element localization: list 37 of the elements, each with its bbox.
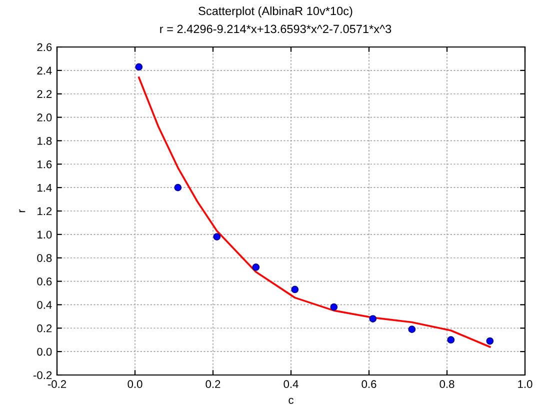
point xyxy=(486,337,494,345)
point xyxy=(447,336,455,344)
y-tick-label: 1.8 xyxy=(38,136,52,145)
x-tick-label: 0.2 xyxy=(206,380,220,388)
point xyxy=(135,63,143,71)
y-tick-label: 0.4 xyxy=(37,300,52,309)
point xyxy=(252,264,260,271)
y-axis-title: r xyxy=(19,209,26,212)
point xyxy=(330,303,338,311)
y-tick-label: 1.2 xyxy=(38,207,52,216)
x-tick-label: 0.8 xyxy=(440,380,454,388)
x-tick-label: -0.2 xyxy=(48,380,66,388)
x-tick-label: 0.0 xyxy=(128,380,142,388)
point xyxy=(291,286,299,294)
y-tick-label: 0.8 xyxy=(37,254,52,262)
y-tick-label: 1.6 xyxy=(38,160,52,168)
y-tick-label: 1.4 xyxy=(38,184,52,192)
y-tick-label: -0.2 xyxy=(33,371,52,380)
x-axis-title: c xyxy=(288,398,294,404)
point xyxy=(408,326,416,333)
y-tick-label: 0.0 xyxy=(37,348,52,356)
chart-title: Scatterplot (AlbinaR 10v*10c) xyxy=(198,6,352,18)
y-tick-label: 2.4 xyxy=(37,66,52,74)
y-tick-label: 0.2 xyxy=(37,324,52,332)
point xyxy=(174,184,182,192)
y-tick-label: 0.6 xyxy=(37,278,52,286)
point xyxy=(369,315,377,322)
y-tick-label: 2.6 xyxy=(37,43,52,52)
x-tick-label: 0.4 xyxy=(284,380,298,388)
y-tick-label: 2.2 xyxy=(37,90,52,98)
x-tick-label: 1.0 xyxy=(518,380,532,388)
chart-subtitle: r = 2.4296-9.214*x+13.6593*x^2-7.0571*x^3 xyxy=(160,24,392,34)
line-series xyxy=(138,76,491,348)
y-tick-label: 2.0 xyxy=(37,114,52,122)
y-tick-label: 1.0 xyxy=(38,230,52,239)
point xyxy=(213,233,221,240)
x-tick-label: 0.6 xyxy=(362,380,376,388)
